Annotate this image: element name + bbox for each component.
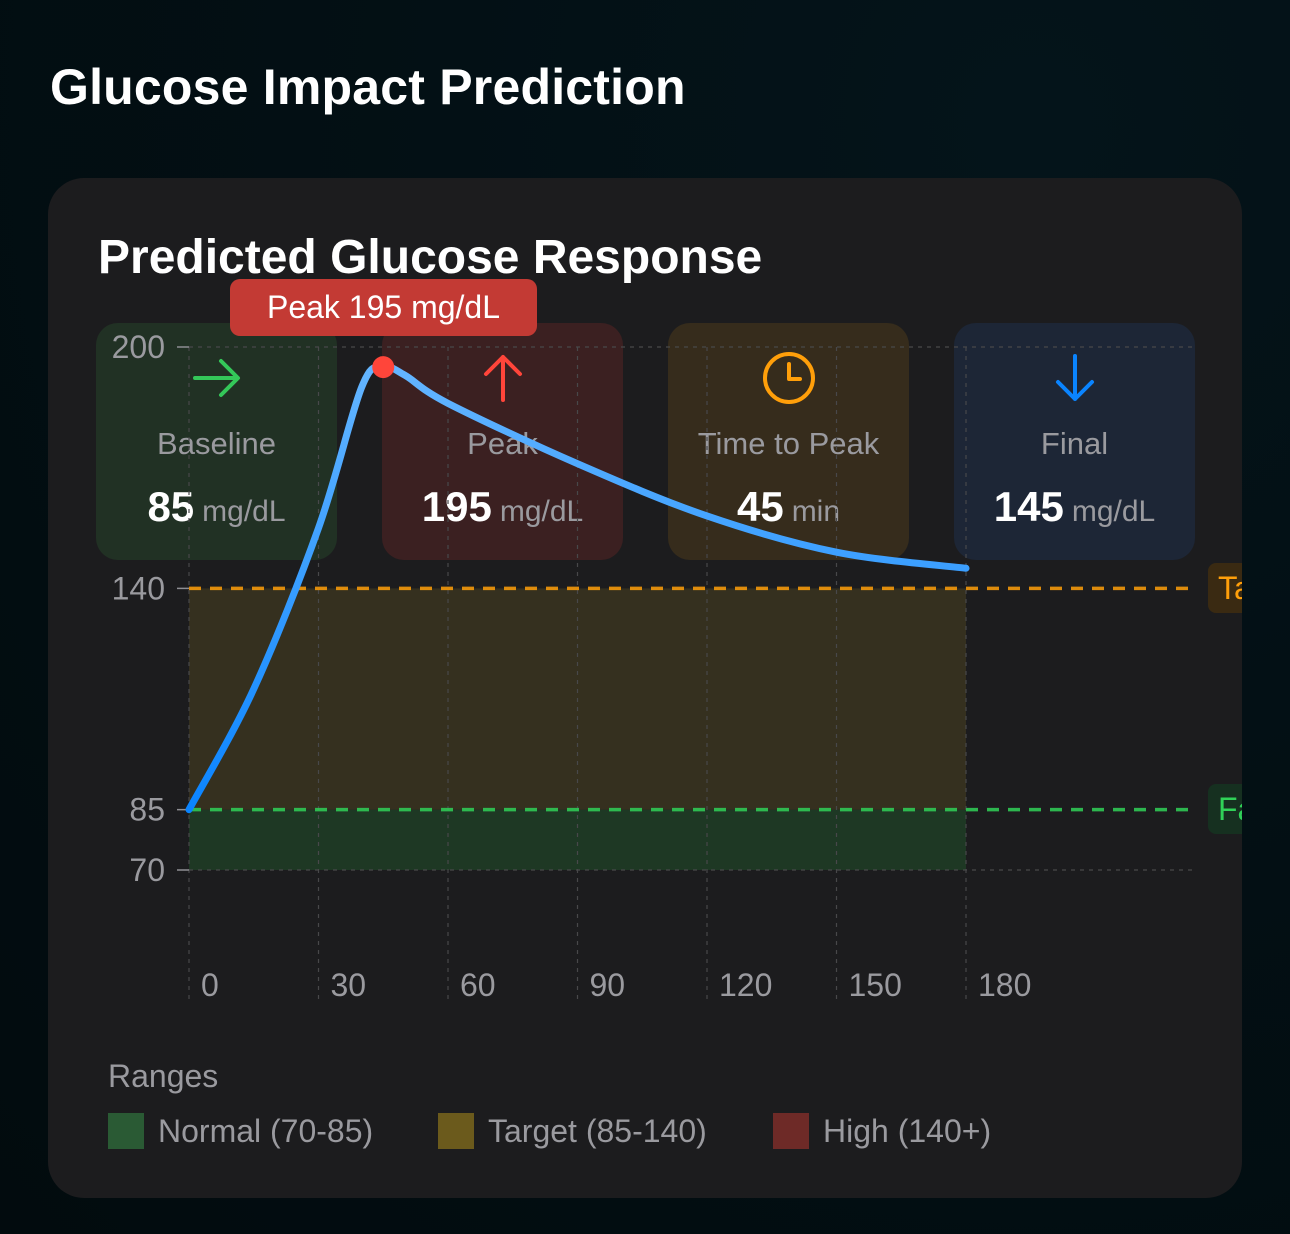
legend-swatch [773, 1113, 809, 1149]
legend-item-normal: Normal (70-85) [108, 1112, 373, 1150]
x-tick-label: 60 [460, 967, 496, 1003]
legend-label: High (140+) [823, 1112, 992, 1149]
arrow-right-icon [192, 359, 240, 397]
x-tick-label: 90 [590, 967, 626, 1003]
x-tick-label: 30 [331, 967, 367, 1003]
stat-number: 85 [147, 483, 195, 530]
x-tick-label: 0 [201, 967, 219, 1003]
legend-swatch [438, 1113, 474, 1149]
legend-item-target: Target (85-140) [438, 1112, 707, 1150]
legend-title: Ranges [108, 1058, 219, 1094]
stat-value: 45 min [668, 483, 909, 531]
stat-tile-baseline: Baseline 85 mg/dL [96, 323, 337, 560]
stat-number: 195 [421, 483, 492, 530]
glucose-series-line [185, 363, 970, 814]
stat-unit: min [791, 495, 841, 528]
y-tick-label: 85 [129, 792, 165, 828]
stat-label: Baseline [157, 426, 276, 461]
stat-value: 85 mg/dL [96, 483, 337, 531]
stat-value: 195 mg/dL [382, 483, 623, 531]
target-line-badge: Ta [1208, 563, 1242, 613]
stat-tile-final: Final 145 mg/dL [954, 323, 1195, 560]
peak-callout: Peak 195 mg/dL [230, 279, 537, 336]
stat-label: Time to Peak [697, 426, 880, 461]
clock-icon [762, 352, 815, 404]
x-tick-label: 180 [978, 967, 1031, 1003]
stat-number: 145 [993, 483, 1064, 530]
stat-tile-time-to-peak: Time to Peak 45 min [668, 323, 909, 560]
legend-label: Target (85-140) [488, 1112, 707, 1149]
stat-label: Final [1040, 426, 1109, 461]
y-tick-label: 140 [112, 570, 165, 606]
range-band [189, 809, 966, 870]
stat-unit: mg/dL [1071, 495, 1156, 528]
page-title: Glucose Impact Prediction [50, 59, 686, 115]
arrow-down-icon [1055, 354, 1094, 401]
stat-unit: mg/dL [202, 495, 286, 528]
stat-unit: mg/dL [499, 495, 584, 528]
stat-number: 45 [736, 483, 784, 530]
legend-item-high: High (140+) [773, 1112, 991, 1150]
fasting-line-badge: Fa [1208, 784, 1242, 834]
glucose-line-chart: 70 85 140 200 0 30 60 90 120 150 180 [112, 329, 1193, 1003]
legend-swatch [108, 1113, 144, 1149]
legend-label: Normal (70-85) [158, 1112, 374, 1149]
x-tick-label: 150 [849, 967, 902, 1003]
stat-value: 145 mg/dL [954, 483, 1195, 531]
peak-marker [372, 356, 395, 379]
y-tick-label: 200 [112, 329, 165, 365]
arrow-up-icon [483, 355, 522, 402]
card-title: Predicted Glucose Response [98, 231, 763, 284]
y-tick-label: 70 [129, 852, 165, 888]
x-tick-label: 120 [719, 967, 772, 1003]
glucose-response-card: Predicted Glucose Response Baseline 85 mg… [48, 178, 1242, 1198]
